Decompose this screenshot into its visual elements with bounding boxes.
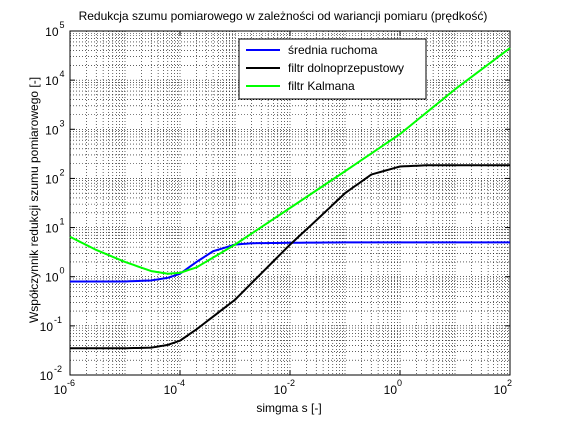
- x-tick-label-exponent: -2: [287, 378, 295, 388]
- y-tick-label-exponent: -1: [54, 315, 62, 325]
- x-tick-label-exponent: -4: [177, 378, 185, 388]
- y-tick-label: 10 -1: [40, 315, 62, 334]
- x-tick-label-base: 10: [274, 383, 288, 397]
- y-tick-label: 10 1: [45, 217, 64, 236]
- x-tick-label-exponent: 0: [397, 378, 402, 388]
- legend-entry: średnia ruchoma: [246, 43, 378, 57]
- x-tick-label: 10 2: [494, 378, 512, 397]
- y-tick-label: 103: [45, 118, 64, 137]
- series-layer: [69, 47, 511, 350]
- x-tick-label: 10 -6: [54, 378, 75, 397]
- x-tick-label-base: 10: [384, 383, 398, 397]
- y-tick-label: 10 4: [45, 69, 64, 88]
- legend-label: średnia ruchoma: [288, 43, 378, 57]
- y-tick-label: 10 -2: [40, 364, 62, 383]
- x-tick-label-base: 10: [164, 383, 178, 397]
- tick-layer: 10 -6 10 -4 10 -2 10 0 10 210 -210 -110 010 110 210310…: [40, 20, 512, 397]
- y-tick-label: 10 0: [45, 266, 64, 285]
- x-tick-label-base: 10: [494, 383, 508, 397]
- y-tick-label-exponent: -2: [54, 364, 62, 374]
- series-line-2: [70, 164, 510, 350]
- y-tick-label-exponent: 3: [60, 118, 65, 128]
- y-tick-label-base: 10: [45, 271, 59, 285]
- y-tick-label-exponent: 2: [60, 167, 65, 177]
- x-tick-label-base: 10: [54, 383, 68, 397]
- y-tick-label-base: 10: [40, 320, 54, 334]
- y-tick-label: 10 5: [45, 20, 64, 39]
- x-tick-label: 10 -2: [274, 378, 295, 397]
- y-tick-label-exponent: 4: [60, 69, 65, 79]
- y-tick-label-base: 10: [45, 74, 59, 88]
- legend-entry: filtr Kalmana: [246, 79, 355, 93]
- y-tick-label: 10 2: [45, 167, 64, 186]
- y-tick-label-exponent: 5: [60, 20, 65, 30]
- x-tick-label-exponent: -6: [67, 378, 75, 388]
- y-tick-label-base: 10: [45, 222, 59, 236]
- legend: średnia ruchoma filtr dolnoprzepustowy fil…: [238, 38, 427, 100]
- series-line-3: [69, 47, 511, 275]
- y-tick-label-base: 10: [45, 123, 59, 137]
- y-tick-label-base: 10: [45, 172, 59, 186]
- x-axis-label: simgma s [-]: [256, 401, 321, 415]
- x-tick-label: 10 -4: [164, 378, 185, 397]
- series-line-1: [70, 241, 510, 283]
- chart-title: Redukcja szumu pomiarowego w zależności …: [79, 9, 488, 23]
- legend-label: filtr Kalmana: [288, 79, 355, 93]
- x-tick-label-exponent: 2: [507, 378, 512, 388]
- y-tick-label-exponent: 0: [60, 266, 65, 276]
- y-axis-label: Współczynnik redukcji szumu pomiarowego …: [27, 77, 41, 323]
- y-tick-label-exponent: 1: [60, 217, 65, 227]
- y-tick-label-base: 10: [40, 369, 54, 383]
- legend-label: filtr dolnoprzepustowy: [288, 61, 404, 75]
- x-tick-label: 10 0: [384, 378, 402, 397]
- legend-entry: filtr dolnoprzepustowy: [246, 61, 404, 75]
- y-tick-label-base: 10: [45, 25, 59, 39]
